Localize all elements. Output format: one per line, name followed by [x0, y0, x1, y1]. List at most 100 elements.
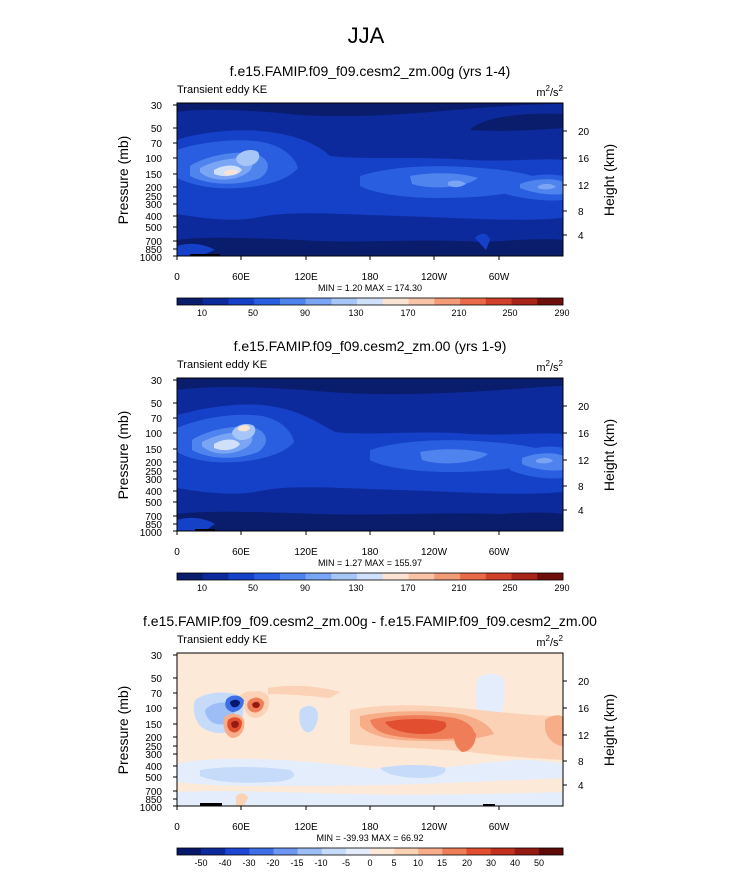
panel-2-cbar-label-210: 210: [451, 583, 466, 593]
panel-3-cbar-label-10: 10: [413, 858, 423, 868]
panel-3-ytick-30: 30: [151, 651, 163, 662]
panel-1-colorbar-swatch: [460, 298, 487, 305]
panel-2-ytick-50: 50: [151, 399, 163, 410]
panel-2-x-axis: 0 60E 120E 180 120W 60W: [174, 531, 510, 558]
panel-3-x-axis: 0 60E 120E 180 120W 60W: [174, 806, 510, 833]
panel-1-ylabel: Pressure (mb): [115, 136, 131, 225]
panel-3-cbar-label-50: 50: [534, 858, 544, 868]
panel-2-cbar-label-290: 290: [554, 583, 569, 593]
main-title: JJA: [348, 23, 385, 48]
panel-1-ytick-1000: 1000: [140, 253, 163, 264]
panel-1-cbar-label-290: 290: [554, 308, 569, 318]
panel-2-y-right-axis: 20 16 12 8 4 Height (km): [563, 402, 617, 517]
panel-2-colorbar-swatch: [254, 573, 281, 580]
panel-1-xtick-60w: 60W: [489, 272, 510, 283]
panel-2-cbar-label-130: 130: [348, 583, 363, 593]
panel-3-cbar-label-m15: -15: [290, 858, 303, 868]
panel-1-rtick-20: 20: [578, 127, 590, 138]
panel-2-rtick-16: 16: [578, 429, 590, 440]
panel-1: f.e15.FAMIP.f09_f09.cesm2_zm.00g (yrs 1-…: [115, 63, 617, 318]
panel-3-cbar-label-40: 40: [510, 858, 520, 868]
panel-3-ytick-500: 500: [145, 773, 162, 784]
panel-1-colorbar-swatch: [331, 298, 358, 305]
panel-3-colorbar-swatch: [418, 848, 443, 855]
panel-1-colorbar-swatch: [279, 298, 306, 305]
panel-3-xtick-120w: 120W: [421, 822, 448, 833]
panel-3-colorbar: [176, 847, 564, 856]
panel-1-ytick-300: 300: [145, 200, 162, 211]
panel-3-colorbar-swatch: [394, 848, 419, 855]
panel-1-rtick-16: 16: [578, 154, 590, 165]
panel-2-ytick-400: 400: [145, 487, 162, 498]
panel-1-ytick-70: 70: [151, 139, 163, 150]
panel-3-cbar-label-20: 20: [462, 858, 472, 868]
panel-1-y-right-axis: 20 16 12 8 4 Height (km): [563, 127, 617, 242]
panel-2-colorbar-swatch: [537, 573, 564, 580]
panel-3-contours: [177, 653, 563, 806]
panel-1-ytick-700: 700: [145, 237, 162, 248]
panel-3-colorbar-swatch: [442, 848, 467, 855]
panel-2-ylabel-right: Height (km): [601, 419, 617, 491]
panel-3-cbar-label-m10: -10: [314, 858, 327, 868]
panel-1-colorbar-swatch: [357, 298, 384, 305]
panel-1-cbar-label-90: 90: [300, 308, 310, 318]
panel-2-cbar-label-250: 250: [502, 583, 517, 593]
panel-3-xtick-180: 180: [362, 822, 379, 833]
panel-2-cbar-label-90: 90: [300, 583, 310, 593]
panel-1-cbar-label-210: 210: [451, 308, 466, 318]
panel-1-xtick-120w: 120W: [421, 272, 448, 283]
panel-2-colorbar-swatch: [357, 573, 384, 580]
panel-2-ytick-100: 100: [145, 429, 162, 440]
panel-2-cbar-label-10: 10: [197, 583, 207, 593]
panel-3-colorbar-swatch: [273, 848, 298, 855]
panel-3-xtick-60e: 60E: [232, 822, 250, 833]
panel-3-cbar-label-m5: -5: [342, 858, 350, 868]
panel-2-colorbar-swatch: [382, 573, 409, 580]
panel-1-ytick-200: 200: [145, 183, 162, 194]
panel-2-ytick-1000: 1000: [140, 528, 163, 539]
panel-2-xtick-60w: 60W: [489, 547, 510, 558]
panel-3-xtick-60w: 60W: [489, 822, 510, 833]
panel-2-ytick-850: 850: [145, 520, 162, 531]
panel-1-y-axis: 30 50 70 100 150 200 250 300 400 500 700…: [115, 101, 177, 264]
panel-2-colorbar-swatch: [228, 573, 255, 580]
panel-3-ytick-150: 150: [145, 720, 162, 731]
panel-1-colorbar-labels: 10 50 90 130 170 210 250 290: [197, 308, 570, 318]
panel-1-contours: [177, 103, 563, 256]
panel-3-rtick-12: 12: [578, 731, 590, 742]
panel-3-colorbar-swatch: [345, 848, 371, 855]
panel-3-colorbar-swatch: [297, 848, 323, 855]
panel-1-ylabel-right: Height (km): [601, 144, 617, 216]
panel-1-cbar-label-250: 250: [502, 308, 517, 318]
panel-2-contours: [177, 378, 563, 531]
panel-2-rtick-8: 8: [578, 482, 584, 493]
panel-3-y-right-axis: 20 16 12 8 4 Height (km): [563, 677, 617, 792]
panel-2-ytick-700: 700: [145, 512, 162, 523]
panel-1-rtick-12: 12: [578, 181, 590, 192]
panel-2-colorbar-swatch: [177, 573, 204, 580]
panel-3-cbar-label-m20: -20: [266, 858, 279, 868]
panel-3-ylabel: Pressure (mb): [115, 686, 131, 775]
panel-2-colorbar-swatch: [331, 573, 358, 580]
panel-3-colorbar-swatch: [177, 848, 202, 855]
panel-3-cbar-label-5: 5: [391, 858, 396, 868]
panel-1-xtick-60e: 60E: [232, 272, 250, 283]
panel-1-rtick-4: 4: [578, 231, 584, 242]
panel-3-field-label: Transient eddy KE: [177, 634, 267, 646]
panel-3-colorbar-labels: -50 -40 -30 -20 -15 -10 -5 0 5 10 15 20 …: [194, 858, 544, 868]
panel-1-ytick-100: 100: [145, 154, 162, 165]
panel-3-colorbar-swatch: [466, 848, 491, 855]
panel-2-rtick-12: 12: [578, 456, 590, 467]
panel-3-ytick-50: 50: [151, 674, 163, 685]
panel-1-rtick-8: 8: [578, 207, 584, 218]
panel-3: f.e15.FAMIP.f09_f09.cesm2_zm.00g - f.e15…: [115, 613, 617, 868]
panel-1-colorbar-swatch: [202, 298, 229, 305]
panel-2-ytick-250: 250: [145, 467, 162, 478]
panel-3-cbar-label-0: 0: [367, 858, 372, 868]
panel-1-ytick-50: 50: [151, 124, 163, 135]
panel-1-colorbar: [176, 297, 564, 306]
panel-3-ytick-1000: 1000: [140, 803, 163, 814]
panel-1-ytick-500: 500: [145, 223, 162, 234]
panel-3-colorbar-swatch: [225, 848, 250, 855]
